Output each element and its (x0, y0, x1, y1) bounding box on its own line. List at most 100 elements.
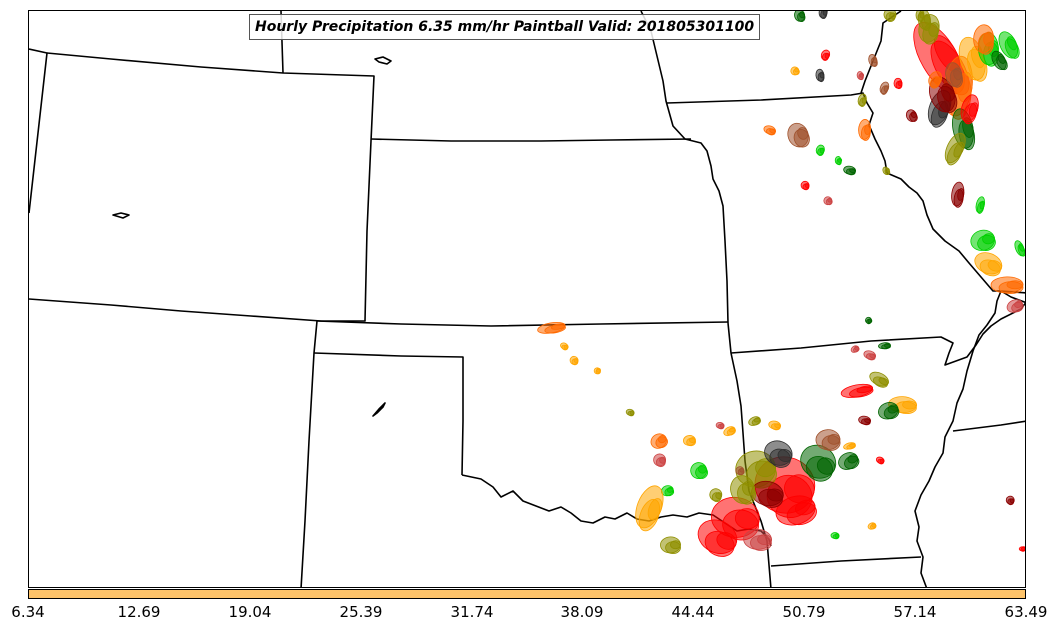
precip-contour (861, 97, 867, 104)
precip-contour (849, 168, 856, 174)
missouri-river-north (640, 11, 729, 324)
precip-contour (774, 423, 781, 429)
oklahoma-panhandle-line (313, 352, 464, 476)
texas-panhandle-west (300, 320, 318, 587)
colorbar-tick-label: 12.69 (117, 603, 161, 621)
precip-contour (856, 385, 874, 394)
precip-contour (670, 540, 681, 550)
colorbar-tick-label: 6.34 (11, 603, 45, 621)
precip-contour (698, 464, 707, 474)
precip-contour (983, 31, 995, 47)
precip-contour (757, 534, 772, 546)
lake-colorado (112, 212, 130, 219)
precip-contour (884, 342, 891, 348)
precip-contour (766, 488, 784, 502)
colorbar-tick-label: 19.04 (228, 603, 272, 621)
precipitation-contours (537, 11, 1025, 557)
precip-contour (953, 141, 965, 158)
state-boundaries (29, 11, 1025, 587)
nebraska-kansas-line (370, 138, 692, 142)
precip-contour (799, 11, 805, 19)
precip-contour (822, 11, 828, 16)
precip-contour (753, 417, 761, 423)
precip-contour (1018, 243, 1025, 252)
precip-contour (824, 53, 830, 59)
precip-contour (1006, 280, 1024, 290)
precip-contour (854, 345, 860, 351)
precip-contour (884, 167, 890, 173)
colorbar-tick-label: 63.49 (1004, 603, 1048, 621)
precip-contour (742, 480, 755, 496)
precip-contour (827, 197, 833, 203)
precip-contour (910, 111, 917, 119)
precip-contour (715, 492, 723, 499)
precip-contour (953, 67, 963, 81)
precip-contour (997, 53, 1006, 64)
precip-contour (1014, 300, 1023, 308)
precip-contour (819, 71, 825, 79)
precip-contour (728, 427, 736, 433)
precip-contour (551, 323, 566, 330)
colorbar-tick-label: 44.44 (671, 603, 715, 621)
precip-contour (867, 318, 873, 324)
map-panel (28, 10, 1026, 588)
precip-contour (889, 12, 897, 20)
precip-contour (859, 72, 865, 78)
precip-contour (573, 358, 579, 363)
precip-contour (689, 437, 696, 443)
precip-contour (902, 400, 917, 410)
precip-contour (777, 448, 793, 463)
tennessee-line (952, 420, 1025, 432)
precip-contour (847, 454, 858, 464)
precip-contour (883, 85, 889, 92)
precip-contour (596, 367, 601, 373)
precip-contour (1021, 546, 1025, 552)
precip-contour (848, 442, 856, 448)
precip-contour (629, 410, 635, 416)
precip-contour (739, 467, 745, 473)
colorbar-tick-label: 25.39 (339, 603, 383, 621)
precip-contour (816, 457, 836, 475)
precip-contour (897, 80, 903, 87)
precip-contour (934, 76, 942, 85)
precip-contour (837, 157, 843, 163)
precip-contour (979, 200, 985, 210)
precip-contour (957, 188, 965, 201)
precip-contour (864, 418, 871, 424)
precip-contour (769, 128, 776, 134)
colorbar (28, 589, 1026, 599)
precip-contour (941, 83, 955, 102)
colorado-border (29, 52, 375, 322)
kansas-oklahoma-line (316, 320, 729, 327)
precip-contour (879, 458, 885, 464)
precip-contour (563, 344, 569, 350)
colorbar-tick-label: 57.14 (893, 603, 937, 621)
colorbar-tick-label: 50.79 (782, 603, 826, 621)
precip-contour (982, 233, 995, 245)
precip-contour (827, 433, 841, 445)
precip-contour (659, 456, 666, 464)
mississippi-upper (860, 11, 1025, 294)
precip-contour (794, 499, 816, 516)
precip-contour (657, 435, 667, 444)
precip-contour (864, 124, 872, 136)
precip-contour (794, 67, 800, 73)
lake-texas (372, 402, 386, 417)
precip-contour (797, 127, 809, 140)
map-title: Hourly Precipitation 6.35 mm/hr Paintbal… (249, 14, 761, 40)
precip-contour (871, 522, 877, 528)
iowa-missouri-line (666, 92, 888, 174)
precip-contour (923, 13, 931, 25)
arkansas-louisiana-line (770, 556, 922, 567)
precip-contour (987, 260, 1002, 272)
precip-contour (734, 508, 760, 530)
precip-contour (887, 404, 899, 414)
colorbar-tick-label: 31.74 (450, 603, 494, 621)
lake-nebraska (374, 56, 392, 65)
precip-contour (968, 102, 979, 117)
precip-contour (869, 353, 876, 359)
precip-contour (1006, 36, 1018, 51)
precip-contour (647, 498, 663, 520)
precip-contour (919, 11, 925, 19)
mississippi-lower (914, 290, 1002, 587)
